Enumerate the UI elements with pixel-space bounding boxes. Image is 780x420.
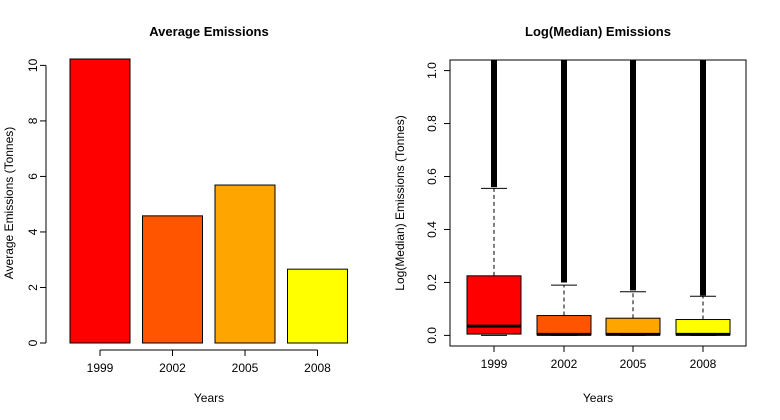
box-chart-log-median-emissions: Log(Median) Emissions Years Log(Median) … <box>393 24 747 405</box>
bar-2005 <box>214 184 276 344</box>
box-chart-xlabel: Years <box>583 391 613 405</box>
box-body <box>605 317 661 336</box>
box-2002 <box>536 60 592 336</box>
bar-x-tick-label: 1999 <box>87 361 114 375</box>
box-y-tick-label: 0.6 <box>425 168 439 185</box>
box-y-tick-label: 0.0 <box>425 327 439 344</box>
box-body <box>675 319 731 336</box>
bar-y-tick-label: 0 <box>26 339 40 346</box>
box-y-tick-label: 0.8 <box>425 115 439 132</box>
bar-x-tick-label: 2005 <box>232 361 259 375</box>
bar-chart-average-emissions: Average Emissions Years Average Emission… <box>2 24 348 405</box>
bar-1999 <box>69 58 131 344</box>
box-x-tick-label: 2005 <box>620 357 647 371</box>
bar-2008 <box>287 268 348 344</box>
bar-y-tick-label: 4 <box>26 228 40 235</box>
box-2005 <box>605 60 661 336</box>
box-chart-title: Log(Median) Emissions <box>525 24 671 39</box>
bar-chart-ylabel: Average Emissions (Tonnes) <box>2 127 16 280</box>
bar-chart-xlabel: Years <box>194 391 224 405</box>
bar-y-tick-label: 10 <box>26 58 40 72</box>
box-x-tick-label: 2002 <box>551 357 578 371</box>
bar-y-tick-label: 2 <box>26 284 40 291</box>
box-y-tick-label: 0.4 <box>425 221 439 238</box>
bar-x-tick-label: 2002 <box>159 361 186 375</box>
box-x-tick-label: 1999 <box>481 357 508 371</box>
bar-chart-title: Average Emissions <box>149 24 268 39</box>
box-1999 <box>466 60 522 336</box>
bar-y-tick-label: 6 <box>26 173 40 180</box>
box-body <box>466 275 522 335</box>
box-chart-ylabel: Log(Median) Emissions (Tonnes) <box>393 115 407 290</box>
bar-y-tick-label: 8 <box>26 117 40 124</box>
box-x-tick-label: 2008 <box>690 357 717 371</box>
bar-x-tick-label: 2008 <box>304 361 331 375</box>
box-y-tick-label: 1.0 <box>425 62 439 79</box>
box-chart-frame <box>449 59 747 347</box>
box-body <box>536 315 592 336</box>
box-2008 <box>675 60 731 336</box>
bar-2002 <box>142 215 203 344</box>
box-y-tick-label: 0.2 <box>425 274 439 291</box>
